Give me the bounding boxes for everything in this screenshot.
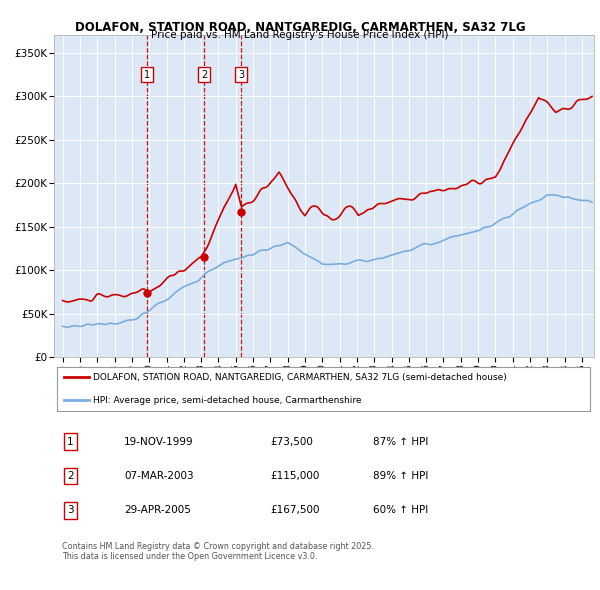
Text: 1: 1 (67, 437, 74, 447)
Text: 07-MAR-2003: 07-MAR-2003 (124, 471, 194, 481)
Text: 19-NOV-1999: 19-NOV-1999 (124, 437, 194, 447)
Text: 3: 3 (238, 70, 244, 80)
Text: 29-APR-2005: 29-APR-2005 (124, 506, 191, 515)
FancyBboxPatch shape (57, 367, 590, 411)
Text: 3: 3 (67, 506, 74, 515)
Text: £115,000: £115,000 (270, 471, 319, 481)
Text: £73,500: £73,500 (270, 437, 313, 447)
Text: Contains HM Land Registry data © Crown copyright and database right 2025.
This d: Contains HM Land Registry data © Crown c… (62, 542, 374, 561)
Text: 89% ↑ HPI: 89% ↑ HPI (373, 471, 428, 481)
Text: £167,500: £167,500 (270, 506, 320, 515)
Text: 2: 2 (201, 70, 208, 80)
Text: 87% ↑ HPI: 87% ↑ HPI (373, 437, 428, 447)
Text: HPI: Average price, semi-detached house, Carmarthenshire: HPI: Average price, semi-detached house,… (93, 396, 361, 405)
Text: 60% ↑ HPI: 60% ↑ HPI (373, 506, 428, 515)
Text: DOLAFON, STATION ROAD, NANTGAREDIG, CARMARTHEN, SA32 7LG: DOLAFON, STATION ROAD, NANTGAREDIG, CARM… (74, 21, 526, 34)
Text: DOLAFON, STATION ROAD, NANTGAREDIG, CARMARTHEN, SA32 7LG (semi-detached house): DOLAFON, STATION ROAD, NANTGAREDIG, CARM… (93, 373, 506, 382)
Text: 2: 2 (67, 471, 74, 481)
Text: 1: 1 (144, 70, 150, 80)
Text: Price paid vs. HM Land Registry's House Price Index (HPI): Price paid vs. HM Land Registry's House … (151, 30, 449, 40)
